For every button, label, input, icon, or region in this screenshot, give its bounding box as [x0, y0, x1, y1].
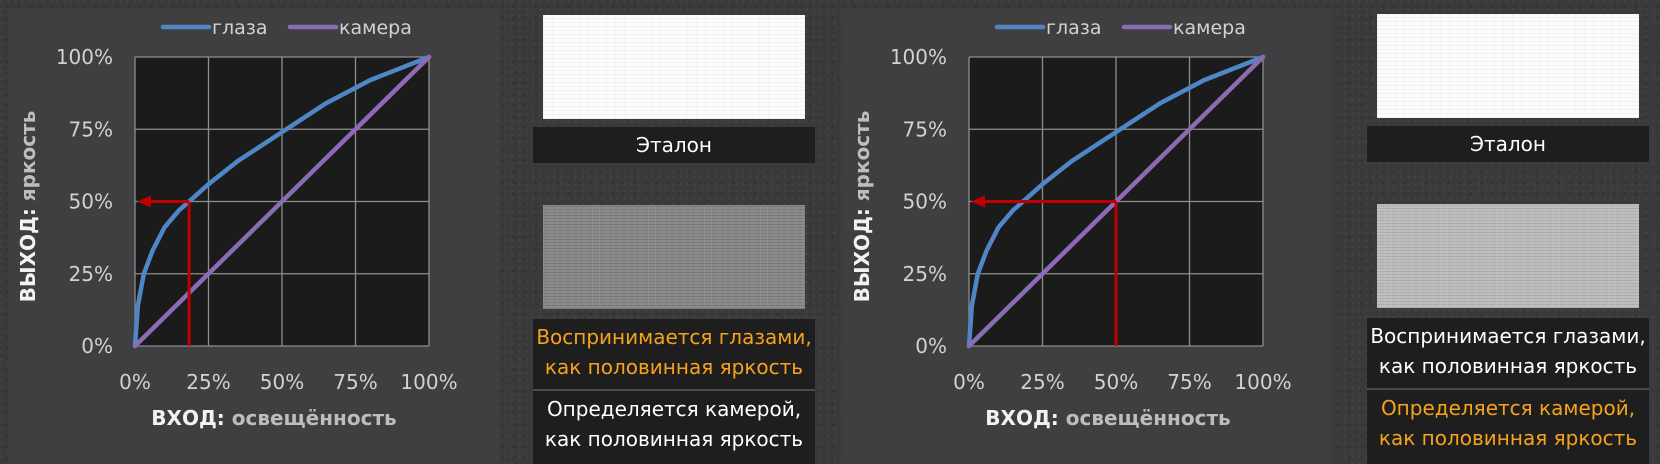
reference-swatch	[1377, 14, 1639, 118]
half-brightness-swatch	[1377, 204, 1639, 308]
eye-curve-legend-label: глаза	[1046, 17, 1102, 39]
y-axis-title: ВЫХОД: яркость	[850, 111, 874, 303]
measured-line-1: Определяется камерой,	[546, 397, 802, 421]
curve-chart-right: 0%25%50%75%100%0% 25% 50% 75% 100%ВХОД: осве…	[850, 17, 1292, 430]
reference-label: Эталон	[1367, 126, 1649, 162]
y-axis-title-bold: ВЫХОД:	[850, 201, 874, 302]
x-axis-title-rest: освещённость	[232, 406, 397, 430]
label-divider	[533, 389, 815, 391]
y-tick-label: 100%	[890, 45, 947, 69]
y-tick-label: 50%	[903, 190, 947, 214]
y-tick-label: 0%	[81, 334, 113, 358]
x-tick-label: 50%	[1094, 370, 1138, 394]
y-axis-title-bold: ВЫХОД:	[16, 201, 40, 302]
y-tick-label: 75%	[69, 117, 113, 141]
perceived-line-1: Воспринимается глазами,	[536, 325, 812, 349]
x-tick-label: 75%	[1167, 370, 1211, 394]
measured-line-1: Определяется камерой,	[1380, 396, 1636, 420]
measured-label: Определяется камерой, как половинная ярк…	[1367, 390, 1649, 464]
curve-chart-left: 0%25%50%75%100%0% 25% 50% 75% 100%ВХОД: осве…	[16, 17, 458, 430]
x-axis-title-bold: ВХОД:	[151, 406, 231, 430]
x-axis-title: ВХОД: освещённость	[985, 406, 1230, 430]
y-tick-label: 25%	[69, 262, 113, 286]
measured-line-2: как половинная яркость	[1378, 426, 1638, 450]
label-divider	[1367, 388, 1649, 390]
reference-label-text: Эталон	[636, 133, 712, 157]
reference-label: Эталон	[533, 127, 815, 163]
chart-panel-left: 0% 25% 50% 75% 100% 0% 25% 50% 75% 100% ВХОД: осве…	[8, 8, 498, 464]
half-brightness-swatch	[543, 205, 805, 309]
y-tick-label: 0%	[915, 334, 947, 358]
x-axis-title: ВХОД: освещённость	[151, 406, 396, 430]
measured-line-2: как половинная яркость	[544, 427, 804, 451]
x-tick-label: 100%	[1234, 370, 1291, 394]
measured-label: Определяется камерой, как половинная ярк…	[533, 391, 815, 464]
comparison-panel-left: Эталон Воспринимается глазами, как полов…	[533, 0, 815, 464]
reference-label-text: Эталон	[1470, 132, 1546, 156]
x-tick-label: 25%	[186, 370, 230, 394]
x-axis-title-rest: освещённость	[1066, 406, 1231, 430]
perceived-label: Воспринимается глазами, как половинная я…	[533, 319, 815, 389]
eye-curve-legend-label: глаза	[212, 17, 268, 39]
y-tick-label: 100%	[56, 45, 113, 69]
y-axis-title: ВЫХОД: яркость	[16, 111, 40, 303]
x-tick-label: 75%	[333, 370, 377, 394]
marker-arrowhead	[971, 195, 985, 208]
x-tick-label: 50%	[260, 370, 304, 394]
camera-curve-legend-label: камера	[339, 17, 412, 39]
x-tick-label: 25%	[1020, 370, 1064, 394]
perceived-line-1: Воспринимается глазами,	[1370, 324, 1646, 348]
y-tick-label: 75%	[903, 117, 947, 141]
x-axis-title-bold: ВХОД:	[985, 406, 1065, 430]
y-axis-title-rest: яркость	[850, 111, 874, 202]
marker-arrowhead	[137, 195, 151, 208]
x-tick-label: 0%	[953, 370, 985, 394]
x-tick-label: 100%	[400, 370, 457, 394]
camera-curve-legend-label: камера	[1173, 17, 1246, 39]
perceived-line-2: как половинная яркость	[544, 355, 804, 379]
perceived-label: Воспринимается глазами, как половинная я…	[1367, 318, 1649, 388]
y-tick-label: 25%	[903, 262, 947, 286]
perceived-line-2: как половинная яркость	[1378, 354, 1638, 378]
x-tick-label: 0%	[119, 370, 151, 394]
y-tick-label: 50%	[69, 190, 113, 214]
y-axis-title-rest: яркость	[16, 111, 40, 202]
reference-swatch	[543, 15, 805, 119]
chart-panel-right: 0% 25% 50% 75% 100% 0% 25% 50% 75% 100% ВХОД: осве…	[842, 8, 1332, 464]
camera-curve	[132, 54, 432, 349]
comparison-panel-right: Эталон Воспринимается глазами, как полов…	[1367, 0, 1649, 464]
